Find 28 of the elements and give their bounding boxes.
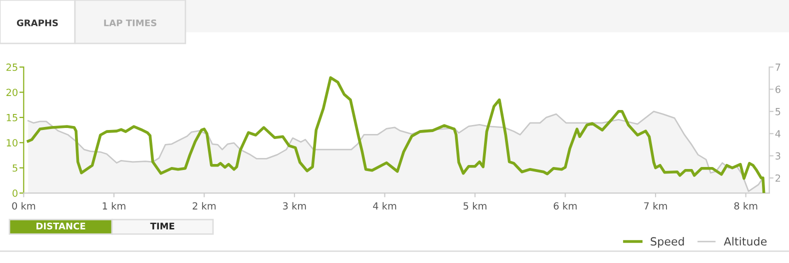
y-tick-label: 25 [6,64,18,71]
y2-tick-label: 7 [776,64,780,71]
y2-tick-label: 4 [775,130,780,138]
y2-tick-label: 3 [776,152,780,160]
x-tick-label: 7 km [644,202,667,210]
x-tick-label: 6 km [554,202,577,210]
text: TIME [150,222,174,230]
x-tick-label: 8 km [734,202,758,210]
x-tick-label: 3 km [283,202,306,210]
y2-tick-label: 2 [776,174,780,182]
text: GRAPHS [16,19,58,26]
y2-tick-label: 5 [776,108,780,116]
y-tick-label: 20 [6,88,18,96]
y-tick-label: 10 [6,139,18,146]
y-tick-label: 5 [12,164,18,172]
legend-label: Speed [650,236,684,248]
y-tick-label: 0 [12,190,18,197]
text: LAP TIMES [104,19,156,26]
x-tick-label: 1 km [102,202,126,210]
y2-tick-label: 6 [776,86,780,94]
legend-label: Altitude [724,236,767,246]
y-tick-label: 15 [6,114,18,122]
x-tick-label: 4 km [373,202,396,210]
x-tick-label: 5 km [464,202,486,210]
text: DISTANCE [36,222,86,230]
line-series [26,76,766,194]
x-tick-label: 2 km [192,202,216,210]
x-tick-label: 0 km [12,202,36,210]
